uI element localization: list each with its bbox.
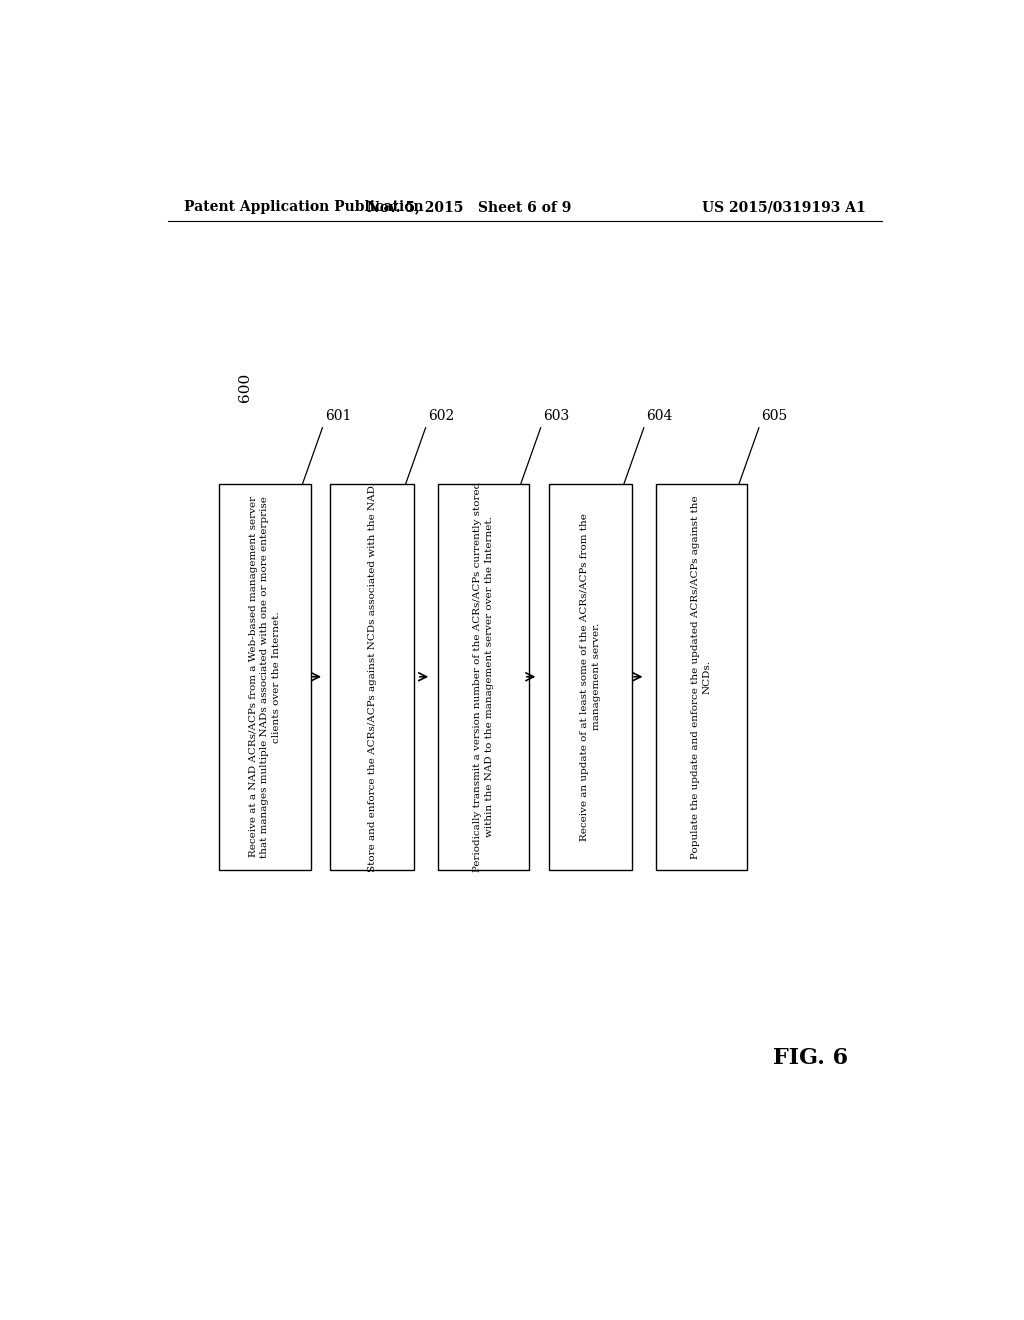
Text: 605: 605	[761, 409, 787, 422]
Bar	[549, 483, 632, 870]
Text: 603: 603	[543, 409, 569, 422]
Text: Receive an update of at least some of the ACRs/ACPs from the
management server.: Receive an update of at least some of th…	[580, 513, 601, 841]
Bar	[331, 483, 414, 870]
Bar	[655, 483, 748, 870]
Text: 602: 602	[428, 409, 455, 422]
Text: 604: 604	[646, 409, 673, 422]
Bar	[437, 483, 528, 870]
Text: 600: 600	[239, 372, 253, 401]
Text: Receive at a NAD ACRs/ACPs from a Web-based management server
that manages multi: Receive at a NAD ACRs/ACPs from a Web-ba…	[249, 496, 282, 858]
Text: Populate the update and enforce the updated ACRs/ACPs against the
NCDs.: Populate the update and enforce the upda…	[691, 495, 712, 858]
Bar	[219, 483, 310, 870]
Text: 601: 601	[325, 409, 351, 422]
Text: Nov. 5, 2015   Sheet 6 of 9: Nov. 5, 2015 Sheet 6 of 9	[367, 201, 571, 214]
Text: Periodically transmit a version number of the ACRs/ACPs currently stored
within : Periodically transmit a version number o…	[473, 482, 494, 873]
Text: Patent Application Publication: Patent Application Publication	[183, 201, 423, 214]
Text: US 2015/0319193 A1: US 2015/0319193 A1	[702, 201, 866, 214]
Text: FIG. 6: FIG. 6	[773, 1047, 848, 1069]
Text: Store and enforce the ACRs/ACPs against NCDs associated with the NAD.: Store and enforce the ACRs/ACPs against …	[368, 482, 377, 871]
